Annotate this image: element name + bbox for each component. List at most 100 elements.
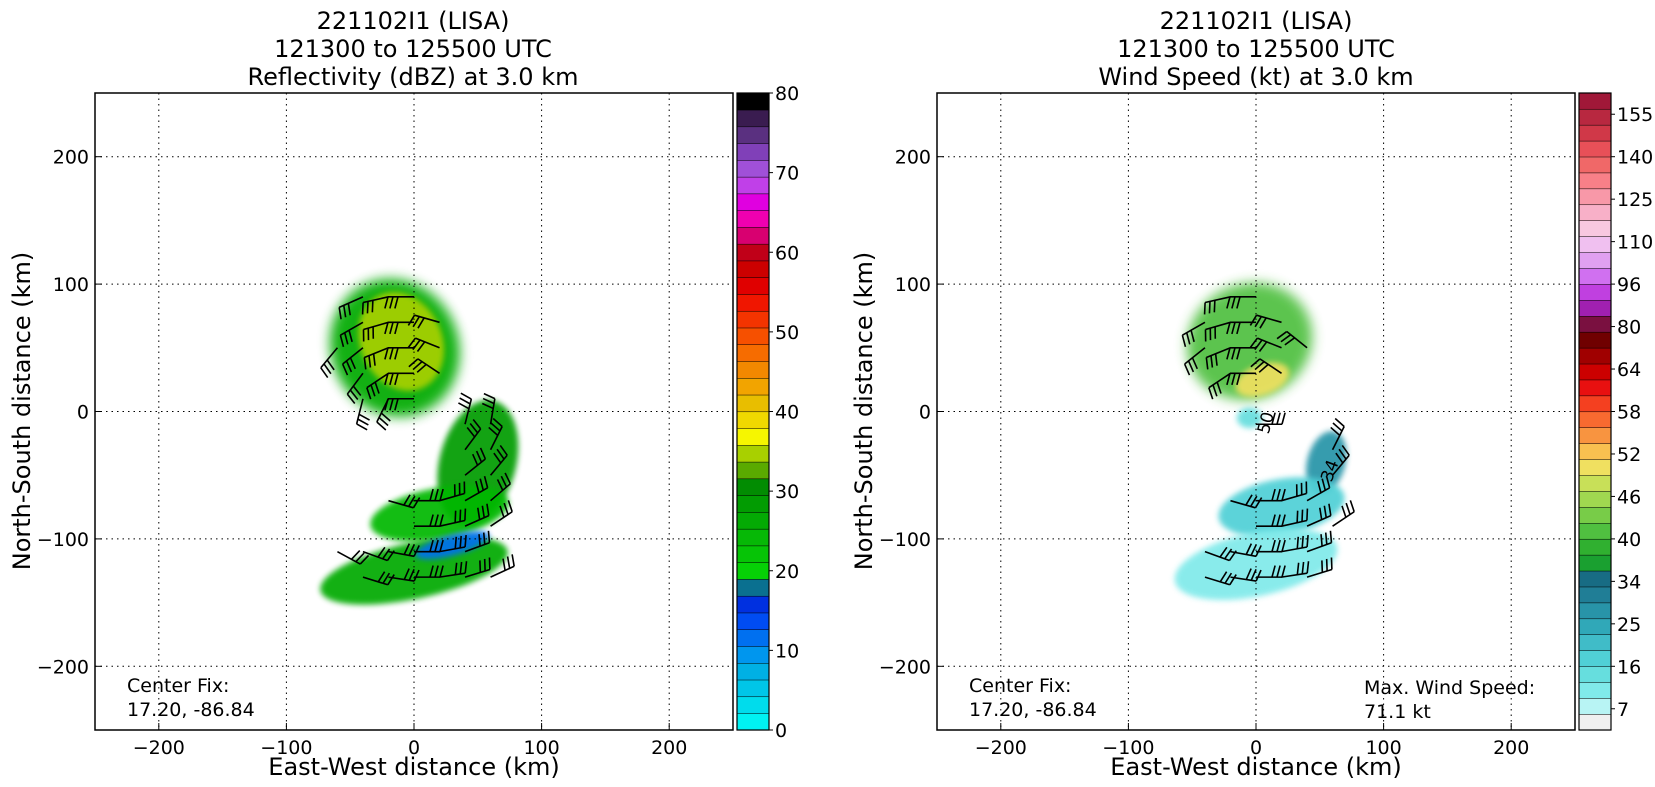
left-colorbar-label: 70 [775,163,799,185]
right-ytick-label: −100 [879,529,931,551]
right-wind-barb [1306,475,1331,502]
left-colorbar-segment [736,92,770,111]
max-wind-label: Max. Wind Speed: [1364,677,1535,699]
right-center-fix-value: 17.20, -86.84 [969,699,1097,721]
left-colorbar-segment [736,562,770,580]
right-wind-barb [1306,503,1332,527]
left-wind-barb [388,568,420,582]
right-colorbar-segment [1578,554,1612,572]
right-wind-barb [1183,347,1206,376]
left-colorbar-segment [736,662,770,681]
right-colorbar-segment [1578,666,1612,683]
right-colorbar-segment [1578,506,1612,524]
left-colorbar-segment [736,528,770,547]
right-wind-barb [1256,412,1286,426]
left-wind-barb [414,539,444,553]
left-wind-barb [414,488,444,502]
left-colorbar-segment [736,461,770,480]
right-colorbar-segment [1578,713,1612,731]
left-xtick-label: −200 [133,737,185,759]
right-colorbar-label: 34 [1617,571,1641,593]
right-wind-barb [1250,358,1282,374]
right-x-axis-label: East-West distance (km) [1110,753,1401,781]
right-colorbar-segment [1578,586,1612,604]
right-colorbar-segment [1578,474,1612,492]
left-wind-barb [339,321,364,348]
right-wind-barb [1306,530,1333,553]
left-wind-barb [464,530,491,553]
right-colorbar-segment [1578,204,1612,221]
right-wind-barb [1204,571,1237,586]
right-wind-barb [1203,296,1231,315]
right-title-line-2: 121300 to 125500 UTC [1117,35,1395,63]
left-wind-barb [408,358,440,374]
left-xtick-label: 100 [523,737,559,759]
right-wind-barb [1332,500,1355,527]
right-colorbar-segment [1578,618,1612,636]
left-ytick-label: 100 [53,274,89,296]
left-ytick-label: −100 [37,529,89,551]
left-wind-barb [384,296,414,309]
left-colorbar-segment [736,595,770,614]
left-xtick-label: −100 [260,737,312,759]
left-colorbar-segment [736,511,770,530]
right-colorbar-segment [1578,140,1612,158]
right-colorbar: 7 16 25 34 40 46 52 58 64 80 96 110 125 140 155 [1578,92,1653,731]
left-wind-barb [366,372,389,400]
right-wind-barb [1256,488,1286,502]
left-colorbar-segment [736,226,770,245]
right-colorbar-segment [1578,443,1612,460]
left-xtick-label: 0 [408,737,420,759]
right-colorbar-segment [1578,236,1612,253]
right-y-axis-label: North-South distance (km) [850,252,878,571]
right-wind-barb [1249,314,1282,329]
left-colorbar-segment [736,109,770,128]
left-x-axis-label: East-West distance (km) [268,753,559,781]
left-colorbar-segment [736,696,770,714]
left-colorbar: 0 10 20 30 40 50 60 70 80 [736,83,799,742]
right-colorbar-label: 16 [1617,656,1641,678]
right-wind-barb [1256,539,1286,553]
right-colorbar-segment [1578,602,1612,620]
left-colorbar-label: 30 [775,481,799,503]
left-title-line-3: Reflectivity (dBZ) at 3.0 km [248,63,579,91]
right-colorbar-label: 140 [1617,147,1653,169]
right-wind-barb [1256,514,1286,527]
left-wind-barb [338,296,364,320]
left-wind-barb [361,296,389,315]
left-wind-barb [439,508,467,527]
right-colorbar-segment [1578,570,1612,588]
right-colorbar-segment [1578,490,1612,508]
left-colorbar-label: 40 [775,402,799,424]
left-wind-barb [388,494,421,509]
left-wind-barb [384,346,414,360]
left-colorbar-label: 10 [775,640,799,662]
left-wind-barb [489,444,508,476]
left-colorbar-segment [736,260,770,278]
left-wind-barb [488,417,503,451]
left-colorbar-segment [736,495,770,513]
left-title-line-1: 221102I1 (LISA) [317,7,510,35]
right-grid [937,93,1575,730]
right-wind-barb [1330,417,1345,451]
right-colorbar-segment [1578,267,1612,285]
right-colorbar-label: 110 [1617,232,1653,254]
right-colorbar-label: 96 [1617,274,1641,296]
left-colorbar-segment [736,629,770,647]
right-colorbar-segment [1578,315,1612,333]
right-x-ticks: −200 −100 0 100 200 [975,723,1529,759]
right-wind-barb [1208,372,1231,400]
left-wind-barb [490,554,515,578]
left-wind-barb [439,481,466,502]
left-wind-barb [362,571,395,586]
left-xtick-label: 200 [651,737,687,759]
right-xtick-label: −100 [1102,737,1154,759]
left-wind-barb [439,561,468,578]
right-title-line-3: Wind Speed (kt) at 3.0 km [1098,63,1413,91]
right-colorbar-segment [1578,538,1612,556]
left-wind-barbs [320,296,515,586]
left-colorbar-segment [736,310,770,329]
left-center-fix-label: Center Fix: [127,675,229,697]
right-wind-barb [1181,321,1206,348]
